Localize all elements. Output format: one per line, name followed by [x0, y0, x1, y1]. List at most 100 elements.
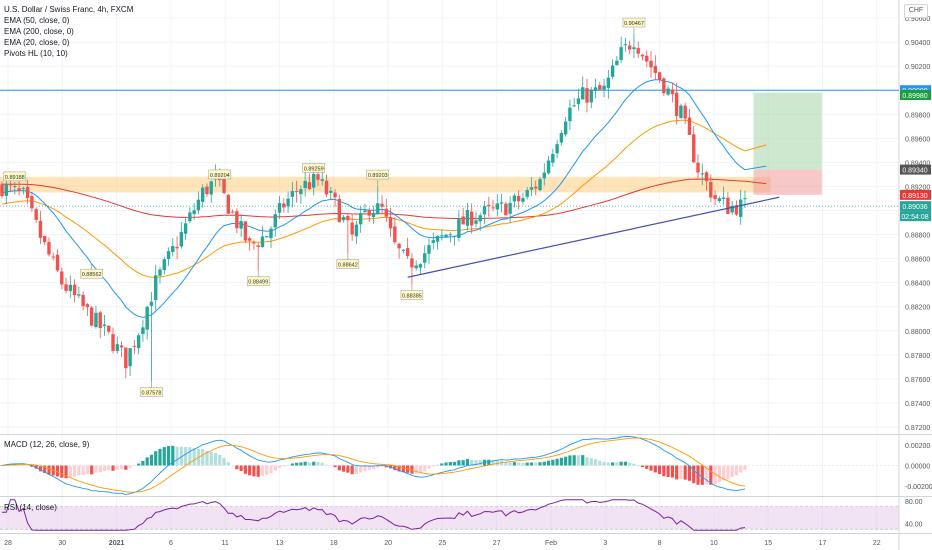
- macd-histogram-bar: [602, 461, 606, 466]
- candle-body: [290, 191, 295, 197]
- macd-histogram-bar: [192, 448, 196, 466]
- macd-panel-label[interactable]: MACD (12, 26, close, 9): [4, 440, 90, 449]
- rsi-panel-label[interactable]: RSI (14, close): [4, 503, 57, 512]
- price-label-last-bg: [900, 201, 931, 212]
- currency-label[interactable]: CHF: [904, 4, 928, 18]
- candle-body: [85, 304, 90, 308]
- x-tick-label: 2021: [109, 540, 125, 547]
- candle-body: [585, 88, 589, 103]
- candle-body: [247, 238, 252, 241]
- macd-histogram-bar: [380, 465, 384, 468]
- candle-body: [435, 235, 440, 242]
- x-tick-label: 17: [819, 540, 827, 547]
- macd-histogram-bar: [508, 462, 512, 466]
- macd-histogram-bar: [235, 465, 239, 470]
- candle-body: [495, 203, 500, 210]
- macd-histogram-bar: [286, 464, 290, 466]
- symbol-title[interactable]: U.S. Dollar / Swiss Franc, 4h, FXCM: [4, 5, 134, 14]
- macd-histogram-bar: [440, 463, 444, 466]
- candle-body: [380, 203, 384, 207]
- candle-body: [461, 216, 465, 225]
- macd-histogram-bar: [649, 465, 653, 471]
- candle-body: [410, 258, 414, 268]
- candle-body: [619, 47, 623, 60]
- macd-histogram-bar: [141, 460, 145, 466]
- macd-histogram-bar: [158, 448, 162, 466]
- macd-histogram-bar: [179, 446, 183, 466]
- candle-body: [474, 220, 478, 224]
- candle-body: [546, 160, 551, 174]
- x-tick-label: 6: [169, 540, 173, 547]
- macd-histogram-bar: [696, 465, 700, 485]
- candle-body: [17, 188, 21, 191]
- macd-histogram-bar: [435, 464, 440, 466]
- macd-histogram-bar: [350, 465, 354, 475]
- macd-histogram-bar: [623, 461, 628, 466]
- macd-histogram-bar: [359, 465, 363, 473]
- x-tick-label: 15: [764, 540, 772, 547]
- pivot-label-box: [302, 163, 325, 173]
- price-label-target: 0.89980: [902, 93, 927, 100]
- candle-body: [516, 195, 521, 202]
- pivot-label: 0.90467: [622, 17, 646, 35]
- macd-histogram-bar: [243, 465, 247, 474]
- x-tick-label: 27: [493, 540, 501, 547]
- macd-histogram-bar: [453, 461, 457, 466]
- macd-histogram-bar: [431, 465, 435, 467]
- y-tick-label: 0.90600: [905, 16, 930, 23]
- y-tick-label: 0.89400: [905, 160, 930, 167]
- candle-body: [354, 224, 359, 237]
- macd-histogram-bar: [72, 465, 77, 477]
- macd-histogram-bar: [269, 465, 273, 474]
- macd-histogram-bar: [337, 465, 341, 471]
- candle-body: [154, 275, 158, 301]
- pivot-label: 0.87578: [140, 381, 163, 397]
- macd-histogram-bar: [290, 463, 294, 466]
- candle-body: [393, 226, 397, 243]
- candle-body: [47, 242, 51, 255]
- candle-body: [649, 60, 653, 68]
- indicator-pivots[interactable]: Pivots HL (10, 10): [4, 49, 68, 58]
- candle-body: [307, 182, 312, 190]
- candle-body: [175, 246, 179, 249]
- y-tick-label: 0.89200: [905, 184, 930, 191]
- candle-body: [568, 107, 572, 122]
- candle-body: [329, 190, 333, 193]
- candle-body: [674, 92, 679, 117]
- macd-histogram-bar: [657, 465, 662, 475]
- candle-body: [376, 203, 380, 215]
- candle-body: [478, 215, 482, 222]
- y-tick-label: 0.87600: [905, 377, 930, 384]
- candle-body: [572, 105, 576, 107]
- macd-histogram-bar: [171, 445, 175, 466]
- macd-histogram-bar: [102, 465, 107, 472]
- macd-histogram-bar: [640, 465, 645, 468]
- candle-body: [273, 214, 277, 228]
- pivot-label-text: 0.88562: [82, 272, 102, 278]
- candle-body: [209, 181, 213, 195]
- candle-body: [670, 89, 675, 95]
- y-tick-label: 0.90400: [905, 40, 930, 47]
- macd-histogram-bar: [188, 447, 192, 466]
- macd-histogram-bar: [546, 460, 551, 466]
- candle-body: [576, 98, 581, 105]
- indicator-ema20[interactable]: EMA (20, close, 0): [4, 38, 70, 47]
- candle-body: [512, 195, 517, 202]
- macd-histogram-bar: [418, 465, 423, 473]
- macd-histogram-bar: [529, 462, 534, 466]
- candle-body: [243, 221, 248, 241]
- macd-histogram-bar: [30, 465, 34, 467]
- candle-body: [260, 236, 265, 247]
- macd-histogram-bar: [598, 460, 602, 466]
- candle-body: [312, 173, 316, 188]
- candle-body: [205, 186, 209, 195]
- candle-body: [55, 254, 60, 271]
- candle-body: [43, 236, 47, 243]
- macd-histogram-bar: [427, 465, 431, 469]
- macd-histogram-bar: [43, 465, 47, 474]
- macd-histogram-bar: [132, 465, 136, 467]
- candle-body: [239, 221, 243, 229]
- indicator-ema50[interactable]: EMA (50, close, 0): [4, 16, 70, 25]
- indicator-ema200[interactable]: EMA (200, close, 0): [4, 27, 74, 36]
